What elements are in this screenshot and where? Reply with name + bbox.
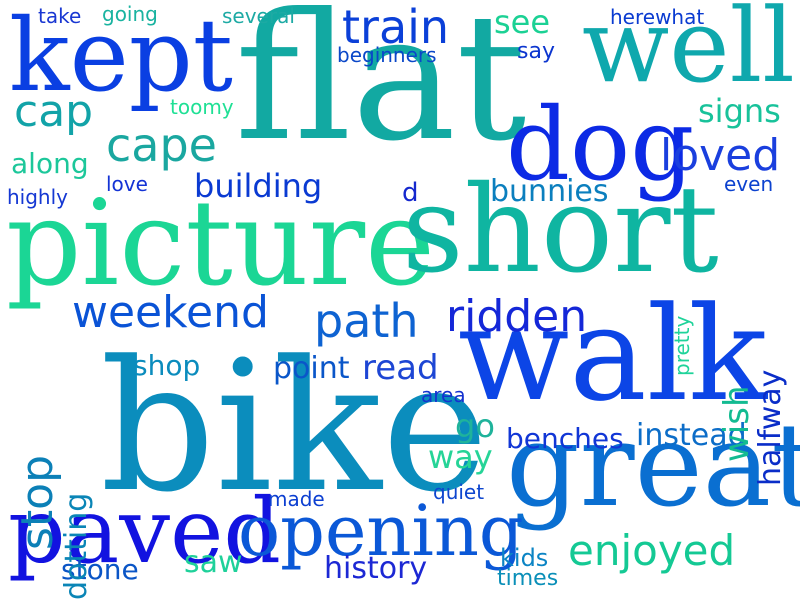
- word-see: see: [494, 3, 551, 41]
- word-cape: cape: [106, 118, 217, 172]
- word-dotting: dotting: [59, 492, 94, 600]
- word-even: even: [724, 172, 774, 196]
- word-saw: saw: [184, 545, 243, 580]
- word-point: point: [273, 351, 350, 386]
- word-train: train: [342, 0, 450, 54]
- word-instead: instead: [636, 418, 747, 453]
- word-bike: bike: [100, 323, 489, 532]
- word-highly: highly: [7, 185, 68, 209]
- word-path: path: [314, 294, 419, 348]
- word-take: take: [38, 4, 82, 28]
- word-stone: stone: [61, 553, 139, 586]
- word-great: great: [506, 399, 800, 533]
- word-go: go: [455, 407, 495, 445]
- word-toomy: toomy: [170, 95, 234, 119]
- word-picture: picture: [6, 174, 436, 312]
- word-building: building: [194, 167, 323, 205]
- word-kids: kids: [500, 544, 549, 572]
- word-flat: flat: [235, 0, 527, 180]
- word-herewhat: herewhat: [610, 5, 705, 29]
- word-quiet: quiet: [433, 480, 485, 504]
- word-ridden: ridden: [446, 291, 588, 342]
- word-history: history: [324, 551, 428, 586]
- word-made: made: [268, 487, 325, 511]
- word-beginners: beginners: [337, 43, 437, 67]
- word-say: say: [517, 39, 555, 64]
- word-way: way: [428, 438, 493, 476]
- word-d: d: [402, 178, 419, 208]
- word-pretty: pretty: [670, 315, 694, 376]
- word-cap: cap: [14, 86, 94, 137]
- word-paved: paved: [8, 479, 281, 584]
- word-wish: wish: [717, 385, 757, 462]
- word-walk: walk: [458, 278, 768, 430]
- word-along: along: [11, 147, 89, 180]
- word-love: love: [106, 172, 148, 196]
- word-stop: stop: [12, 454, 63, 550]
- word-halfway: halfway: [753, 369, 788, 486]
- word-benches: benches: [506, 422, 624, 455]
- word-read: read: [362, 348, 439, 388]
- word-area: area: [421, 383, 466, 407]
- word-weekend: weekend: [72, 287, 269, 338]
- word-shop: shop: [133, 349, 201, 382]
- word-dog: dog: [506, 86, 695, 203]
- word-going: going: [102, 2, 158, 26]
- word-well: well: [582, 0, 795, 106]
- word-enjoyed: enjoyed: [568, 526, 736, 575]
- word-kept: kept: [9, 0, 233, 114]
- word-opening: opening: [238, 490, 524, 572]
- word-several: several: [222, 4, 295, 28]
- word-short: short: [402, 161, 719, 300]
- word-times: times: [497, 566, 559, 591]
- word-bunnies: bunnies: [490, 174, 609, 209]
- word-loved: loved: [660, 130, 781, 181]
- word-signs: signs: [698, 92, 781, 130]
